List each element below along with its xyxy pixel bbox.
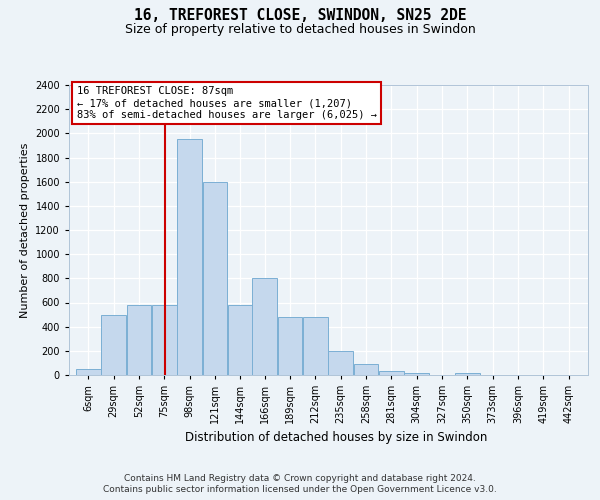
Bar [76, 369, 101, 375]
Bar [101, 314, 126, 375]
Text: Distribution of detached houses by size in Swindon: Distribution of detached houses by size … [185, 431, 487, 444]
Bar [404, 372, 429, 375]
Bar [178, 140, 202, 375]
Y-axis label: Number of detached properties: Number of detached properties [20, 142, 29, 318]
Text: Size of property relative to detached houses in Swindon: Size of property relative to detached ho… [125, 22, 475, 36]
Bar [228, 305, 251, 375]
Text: 16, TREFOREST CLOSE, SWINDON, SN25 2DE: 16, TREFOREST CLOSE, SWINDON, SN25 2DE [134, 8, 466, 22]
Bar [353, 364, 379, 375]
Bar [152, 305, 176, 375]
Bar [379, 372, 404, 375]
Bar [278, 317, 302, 375]
Bar [328, 351, 353, 375]
Bar [455, 372, 479, 375]
Bar [252, 278, 277, 375]
Bar [127, 305, 151, 375]
Bar [303, 317, 328, 375]
Text: Contains HM Land Registry data © Crown copyright and database right 2024.
Contai: Contains HM Land Registry data © Crown c… [103, 474, 497, 494]
Text: 16 TREFOREST CLOSE: 87sqm
← 17% of detached houses are smaller (1,207)
83% of se: 16 TREFOREST CLOSE: 87sqm ← 17% of detac… [77, 86, 377, 120]
Bar [203, 182, 227, 375]
